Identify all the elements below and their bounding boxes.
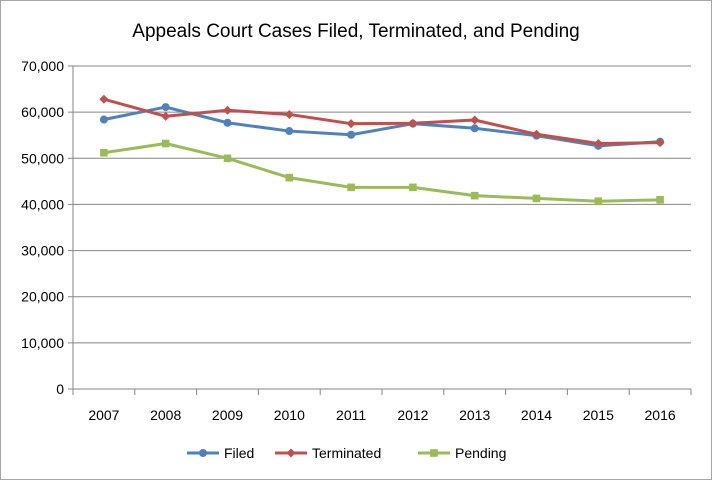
- data-point-terminated: [161, 111, 171, 121]
- data-point-pending: [532, 194, 541, 203]
- data-point-filed: [223, 118, 232, 127]
- legend-label-pending: Pending: [455, 445, 506, 461]
- data-point-terminated: [99, 94, 109, 104]
- y-tick-label: 10,000: [21, 335, 64, 351]
- series-line-pending: [103, 142, 661, 203]
- legend-item-filed: Filed: [187, 445, 254, 461]
- data-point-pending: [594, 197, 603, 205]
- series-filed: [99, 103, 665, 150]
- data-point-terminated: [346, 119, 356, 129]
- data-point-filed: [161, 103, 170, 112]
- data-point-filed: [99, 115, 108, 124]
- legend-marker-pending: [430, 449, 438, 457]
- y-tick-label: 50,000: [21, 150, 64, 166]
- y-tick-label: 70,000: [21, 58, 64, 74]
- data-point-terminated: [408, 118, 418, 128]
- data-point-pending: [347, 183, 355, 192]
- data-point-terminated: [223, 105, 232, 115]
- y-tick-label: 30,000: [21, 243, 64, 259]
- y-tick-label: 20,000: [21, 289, 64, 305]
- legend-item-pending: Pending: [418, 445, 506, 461]
- data-point-pending: [161, 139, 170, 148]
- legend-marker-filed: [199, 449, 207, 457]
- legend-label-terminated: Terminated: [312, 445, 381, 461]
- series-line-terminated: [103, 97, 661, 146]
- x-axis-tick-labels: 2007 2008 2009 2010 2011 2012 2013 2014 2015 2016: [88, 407, 676, 423]
- data-point-terminated: [593, 139, 603, 149]
- x-tick-label: 2011: [336, 407, 366, 423]
- x-tick-label: 2007: [88, 407, 119, 423]
- data-point-pending: [409, 183, 417, 192]
- series-lines: [99, 94, 665, 205]
- legend-label-filed: Filed: [224, 445, 254, 461]
- x-tick-label: 2012: [397, 407, 428, 423]
- data-point-pending: [656, 196, 664, 204]
- data-point-terminated: [532, 129, 541, 139]
- x-tick-label: 2014: [521, 407, 552, 423]
- series-pending: [100, 139, 664, 205]
- axes: [68, 65, 692, 395]
- legend-marker-terminated: [286, 448, 296, 458]
- data-point-terminated: [470, 115, 480, 125]
- data-point-filed: [347, 130, 356, 139]
- x-tick-label: 2008: [150, 407, 181, 423]
- x-tick-label: 2016: [645, 407, 676, 423]
- x-tick-label: 2013: [459, 407, 490, 423]
- y-tick-label: 40,000: [21, 196, 64, 212]
- x-tick-label: 2009: [212, 407, 243, 423]
- data-point-pending: [470, 191, 479, 200]
- series-line-filed: [103, 105, 661, 148]
- data-point-filed: [470, 124, 479, 133]
- gridlines: [73, 65, 691, 344]
- y-tick-label: 0: [56, 381, 64, 397]
- x-tick-label: 2015: [583, 407, 614, 423]
- data-point-terminated: [284, 109, 294, 119]
- legend: Filed Terminated Pending: [187, 445, 506, 461]
- data-point-filed: [285, 127, 294, 136]
- x-tick-label: 2010: [274, 407, 305, 423]
- data-point-pending: [285, 173, 294, 182]
- data-point-pending: [100, 148, 108, 157]
- data-point-terminated: [655, 138, 665, 148]
- data-point-pending: [223, 154, 232, 163]
- y-axis-tick-labels: 0 10,000 20,000 30,000 40,000 50,000 60,000 70,…: [21, 58, 64, 397]
- chart-title: Appeals Court Cases Filed, Terminated, a…: [132, 21, 579, 42]
- series-terminated: [99, 94, 665, 149]
- y-tick-label: 60,000: [21, 104, 64, 120]
- legend-item-terminated: Terminated: [275, 445, 381, 461]
